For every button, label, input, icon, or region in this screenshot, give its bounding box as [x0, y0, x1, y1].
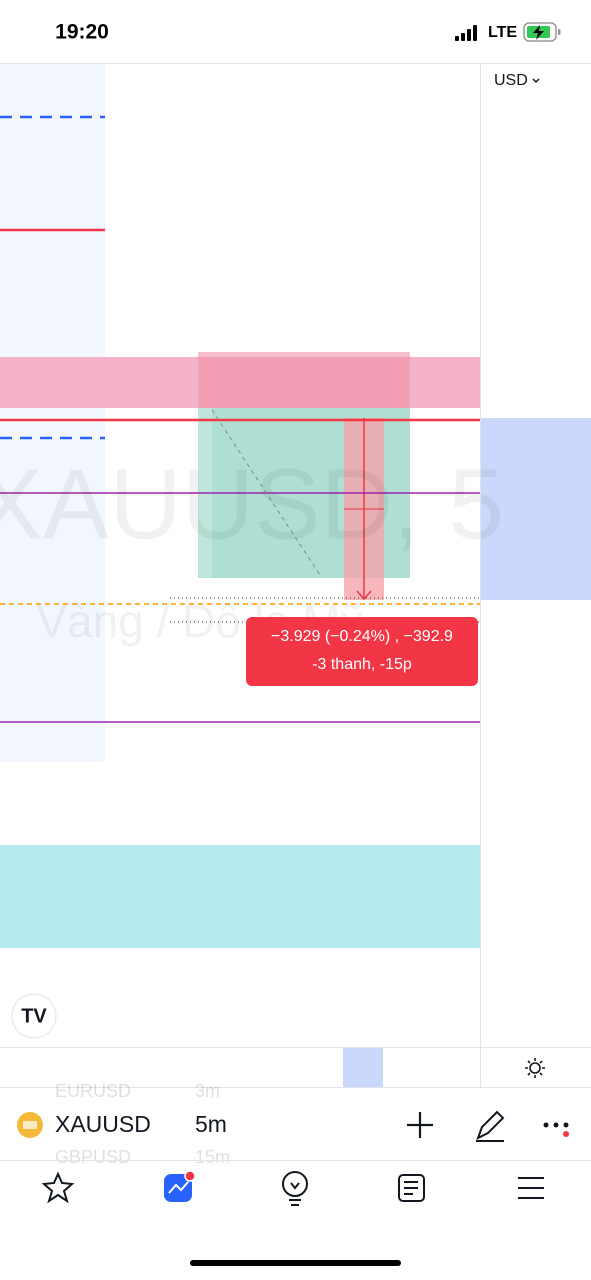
trend-line — [211, 409, 321, 576]
ghost-interval: 3m — [195, 1081, 220, 1101]
ghost-interval: 15m — [195, 1147, 230, 1167]
time-highlight — [343, 1048, 383, 1087]
watermark: XAUUSD, 5 — [0, 448, 504, 560]
ghost-symbol: EURUSD — [55, 1081, 131, 1101]
symbol-icon-bar — [23, 1121, 37, 1129]
home-indicator — [190, 1260, 401, 1266]
clock: 19:20 — [55, 21, 109, 44]
axis-highlight — [480, 418, 591, 600]
interval[interactable]: 5m — [195, 1111, 227, 1137]
volume-zone — [0, 845, 480, 948]
signal — [455, 25, 477, 41]
add-button[interactable] — [407, 1112, 433, 1138]
logo[interactable] — [11, 993, 57, 1039]
currency-caret — [532, 78, 540, 84]
chart-area: XAUUSD, 5 Vàng / Đô la Mỹ −3.929 (−0.24%… — [0, 64, 591, 1039]
measure-text: −3.929 (−0.24%) , −392.9 — [271, 628, 453, 645]
measure-text: -3 thanh, -15p — [312, 656, 412, 673]
settings-icon[interactable] — [525, 1058, 545, 1078]
nav-icons — [41, 1170, 544, 1206]
currency[interactable]: USD — [494, 72, 528, 89]
ghost-symbol: GBPUSD — [55, 1147, 131, 1167]
session-zone — [0, 64, 105, 762]
measure-arrow — [356, 590, 372, 601]
battery — [523, 22, 561, 42]
logo-mark: TV — [21, 1005, 47, 1027]
measure-label — [246, 617, 478, 686]
more-button[interactable] — [543, 1122, 570, 1138]
risk-box — [198, 352, 410, 408]
draw-button[interactable] — [476, 1110, 505, 1142]
network: LTE — [488, 24, 517, 41]
symbol[interactable]: XAUUSD — [55, 1111, 151, 1137]
